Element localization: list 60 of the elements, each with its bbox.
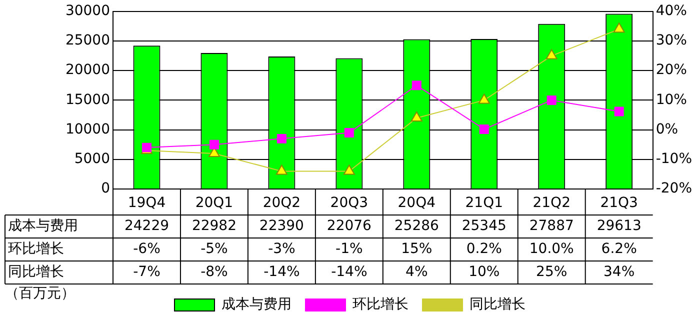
data-label: 22390 (259, 218, 304, 234)
data-label: 29613 (596, 218, 642, 234)
y2-tick-label: -10% (656, 151, 692, 168)
y2-tick-label: 10% (656, 92, 687, 108)
point (276, 134, 286, 144)
data-label: 0.2% (466, 241, 502, 258)
y-tick-label: 20000 (65, 62, 110, 78)
data-label: 27887 (529, 218, 574, 234)
y-tick-label: 10000 (65, 121, 110, 138)
y-tick-label: 0 (101, 180, 110, 197)
legend-label: 环比增长 (352, 296, 408, 313)
data-label: 22982 (192, 218, 236, 234)
y2-tick-label: 30% (656, 32, 687, 49)
data-label: -14% (331, 264, 368, 280)
x-tick-label: 20Q4 (398, 195, 436, 212)
data-label: -5% (200, 241, 228, 258)
data-label: 4% (406, 264, 428, 280)
point (614, 106, 624, 116)
data-label: 15% (401, 241, 432, 258)
y2-tick-label: 40% (656, 3, 687, 20)
point (344, 128, 354, 138)
y2-tick-label: -20% (656, 180, 692, 197)
y-tick-label: 5000 (74, 151, 110, 168)
x-tick-label: 19Q4 (128, 195, 166, 212)
data-label: 25286 (394, 218, 440, 234)
data-label: 25345 (462, 218, 506, 234)
point (479, 124, 489, 134)
data-label: -3% (268, 241, 296, 258)
data-label: 25% (536, 264, 568, 280)
text: 环比增长 (8, 241, 64, 258)
x-tick-label: 20Q1 (195, 195, 234, 212)
data-label: -1% (336, 241, 363, 258)
data-label: 10.0% (529, 241, 574, 258)
data-label: 24229 (124, 218, 170, 234)
x-tick-label: 20Q2 (262, 195, 301, 212)
y-tick-label: 15000 (65, 92, 110, 108)
data-label: -14% (264, 264, 300, 280)
legend-label: 成本与费用 (222, 296, 292, 313)
data-label: -8% (200, 264, 228, 280)
data-label: 22076 (326, 218, 372, 234)
text: （百万元） (5, 286, 75, 302)
point (412, 80, 422, 90)
data-label: 6.2% (601, 241, 637, 258)
x-tick-label: 21Q1 (465, 195, 504, 212)
text: 同比增长 (8, 264, 64, 280)
data-label: 34% (604, 264, 635, 280)
point (546, 95, 556, 105)
point (209, 140, 219, 150)
legend-label: 同比增长 (470, 296, 526, 313)
y2-tick-label: 20% (656, 62, 687, 78)
data-label: -6% (133, 241, 160, 258)
data-label: -7% (133, 264, 160, 280)
text: 成本与费用 (8, 218, 78, 234)
y-tick-label: 30000 (65, 3, 110, 20)
y2-tick-label: 0% (656, 121, 678, 138)
x-tick-label: 20Q3 (330, 195, 368, 212)
x-tick-label: 21Q2 (532, 195, 570, 212)
data-label: 10% (468, 264, 500, 280)
x-tick-label: 21Q3 (600, 195, 638, 212)
y-tick-label: 25000 (65, 32, 110, 49)
